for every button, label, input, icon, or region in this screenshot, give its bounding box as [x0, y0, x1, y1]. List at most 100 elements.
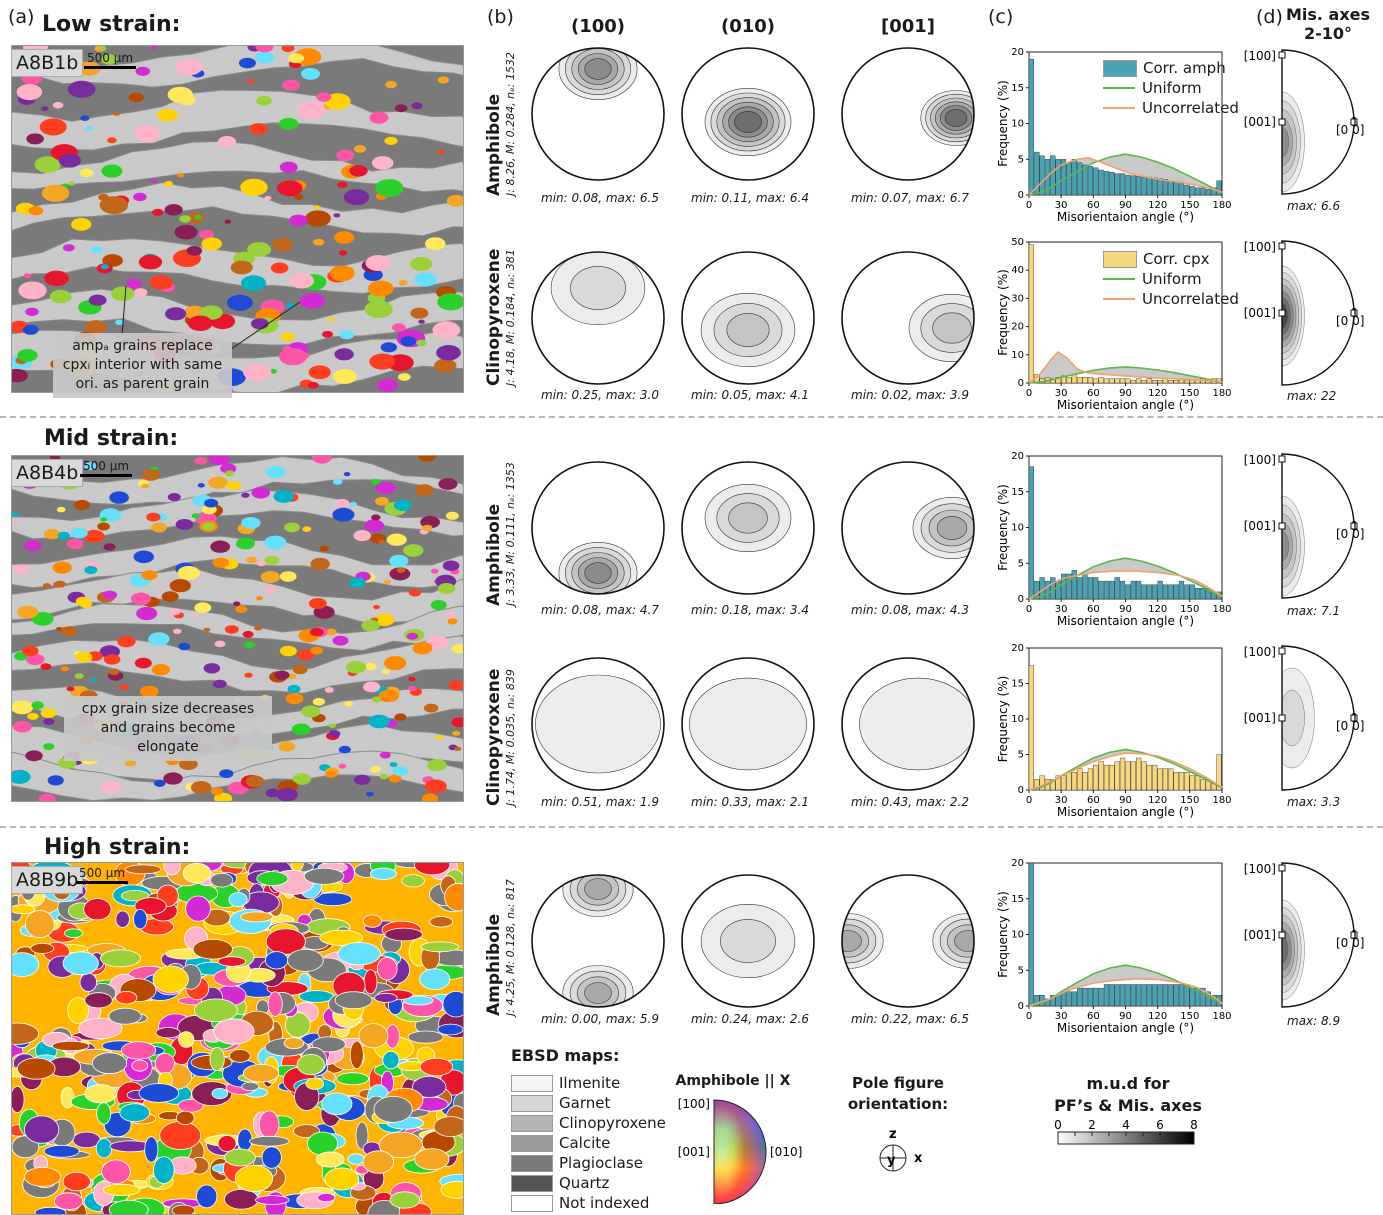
amph-grain [336, 149, 355, 161]
pf-cap-r4c0: min: 0.00, max: 5.9 [541, 1012, 659, 1026]
hist-ylabel: Frequency (%) [996, 80, 1010, 167]
ebsd-legend-item: Not indexed [511, 1193, 666, 1213]
amph-grain [100, 264, 110, 270]
amph-grain [389, 1191, 421, 1209]
amph-grain [212, 679, 227, 689]
pf-outline [841, 251, 975, 385]
amph-grain [108, 1007, 142, 1025]
misax-label-100: [100] [1244, 862, 1276, 876]
amph-grain [333, 213, 341, 218]
hist-xtick-label: 0 [1026, 200, 1032, 211]
amph-grain [150, 178, 158, 183]
amph-grain [410, 307, 429, 319]
misax-cap-1: max: 22 [1287, 389, 1337, 403]
amph-grain [338, 250, 348, 256]
pf-contour [936, 515, 968, 540]
amph-grain [288, 53, 304, 63]
legend-text-corr-cpx: Corr. cpx [1143, 250, 1210, 268]
amph-grain [370, 766, 381, 773]
ebsd-legend-title: EBSD maps: [511, 1046, 620, 1065]
misax-marker [1350, 931, 1358, 939]
pole-figure-r3c0 [531, 657, 665, 791]
amph-grain [384, 136, 398, 145]
amph-grain [131, 1059, 149, 1072]
pf-cap-r1c0: min: 0.25, max: 3.0 [541, 388, 659, 402]
hist-xtick-label: 150 [1180, 604, 1199, 615]
amph-grain [349, 165, 368, 177]
hist-bar [1077, 162, 1083, 196]
misax-cap-4: max: 8.9 [1287, 1014, 1341, 1028]
amph-grain [289, 273, 315, 289]
hist-bar [1135, 378, 1142, 384]
amph-grain [418, 319, 425, 324]
amph-grain [155, 1027, 181, 1039]
hist-bar [1087, 987, 1094, 1007]
amph-grain [408, 676, 416, 682]
amph-grain [75, 596, 91, 606]
amph-grain [280, 332, 295, 342]
amph-grain [308, 365, 331, 380]
amph-grain [344, 701, 354, 707]
pole-figure-r2c2 [841, 461, 975, 595]
amph-grain [383, 579, 391, 585]
pf-cap-r3c0: min: 0.51, max: 1.9 [541, 795, 659, 809]
amph-grain [322, 330, 333, 338]
amph-grain [214, 640, 226, 648]
hist-bar [1119, 757, 1126, 791]
amph-grain [41, 184, 70, 202]
amph-grain [452, 730, 461, 736]
legend-uncorr-cpx: Uncorrelated [1103, 289, 1239, 309]
amph-grain [153, 779, 166, 787]
hist-shaded-region [1029, 965, 1222, 1006]
amph-grain [169, 579, 191, 593]
amph-grain [319, 929, 363, 946]
amph-grain [12, 720, 32, 733]
misax-label-010-digit: 1 [1351, 711, 1359, 725]
misax-outline [1281, 240, 1355, 386]
pf-cap-r3c1: min: 0.33, max: 2.1 [691, 795, 809, 809]
amph-grain [91, 1052, 128, 1075]
hist-xtick-label: 60 [1087, 795, 1100, 806]
hist-uniform-line [1028, 153, 1223, 196]
amph-grain [128, 92, 144, 103]
pf-contour [932, 312, 972, 344]
amph-grain [445, 511, 459, 520]
amph-grain [353, 145, 367, 153]
mud-tick-label: 4 [1122, 1118, 1130, 1132]
amph-grain [254, 1195, 290, 1205]
hist-xlabel: Misorientaion angle (°) [1057, 614, 1194, 628]
legend-line-uniform-cpx [1103, 278, 1135, 280]
amph-grain [101, 780, 122, 794]
amph-grain [369, 111, 389, 124]
amph-grain [102, 590, 118, 600]
note-mid: cpx grain size decreases and grains beco… [64, 696, 272, 761]
hist-bar [1093, 987, 1099, 1007]
pf-orientation-diagram: z y x [879, 1127, 923, 1172]
misax-cap-2: max: 7.1 [1287, 604, 1341, 618]
misax-marker [1278, 522, 1286, 530]
ebsd-legend-swatch [511, 1154, 553, 1172]
pf-contour [689, 677, 807, 771]
hist-xtick-label: 60 [1087, 604, 1100, 615]
amph-grain [16, 84, 43, 101]
misax-marker [1278, 242, 1286, 250]
hist-bar [1071, 570, 1077, 600]
amph-grain [66, 686, 75, 692]
hist-bar [1194, 588, 1201, 600]
pf-contour [728, 502, 768, 534]
hist-bar [1141, 584, 1147, 600]
amph-grain [56, 627, 63, 631]
amph-grain [84, 566, 98, 574]
amph-grain [103, 654, 121, 665]
amph-grain [423, 703, 439, 713]
amph-grain [424, 779, 447, 794]
pf-contour [734, 111, 762, 133]
hist-xtick-label: 90 [1119, 1011, 1132, 1022]
amph-grain [348, 577, 366, 589]
amph-grain [136, 606, 158, 621]
amph-grain [454, 746, 462, 751]
misaxes-plot-4: [100] [001] [0 0]1 [1244, 862, 1364, 1008]
hist-xtick-label: 0 [1026, 1011, 1032, 1022]
amph-grain [236, 537, 255, 550]
amph-grain [12, 952, 40, 977]
